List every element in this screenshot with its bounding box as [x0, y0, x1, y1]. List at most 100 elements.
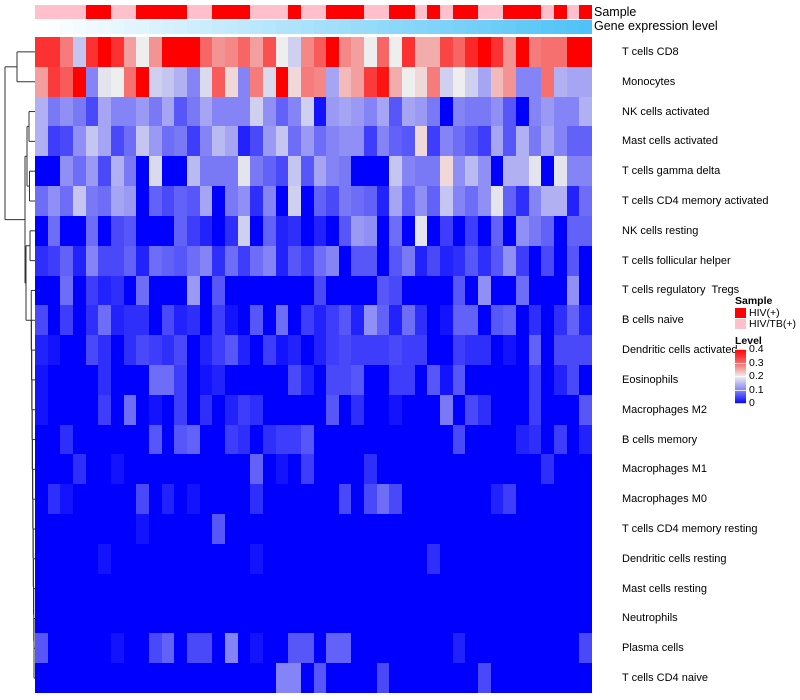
- heatmap-cell: [47, 96, 61, 127]
- heatmap-cell: [199, 66, 213, 98]
- heatmap-cell: [364, 96, 378, 127]
- heatmap-cell: [300, 365, 314, 396]
- heatmap-cell: [300, 245, 314, 277]
- heatmap-cell: [85, 335, 99, 366]
- heatmap-cell: [313, 245, 327, 277]
- heatmap-cell: [123, 66, 137, 98]
- heatmap-cell: [224, 424, 239, 455]
- gene-expression-annotation-cell: [351, 20, 365, 34]
- heatmap-cell: [262, 96, 277, 127]
- heatmap-cell: [186, 66, 201, 98]
- heatmap-cell: [440, 603, 454, 634]
- heatmap-cell: [402, 394, 416, 426]
- heatmap-cell: [47, 37, 61, 68]
- heatmap-cell: [503, 543, 517, 575]
- heatmap-cell: [300, 424, 314, 455]
- heatmap-cell: [136, 126, 150, 157]
- heatmap-cell: [414, 305, 428, 336]
- heatmap-cell: [528, 66, 542, 98]
- heatmap-cell: [288, 305, 302, 336]
- heatmap-cell: [262, 156, 277, 187]
- heatmap-cell: [402, 245, 416, 277]
- sample-annotation-cell: [262, 5, 277, 19]
- heatmap-cell: [490, 66, 504, 98]
- heatmap-cell: [528, 245, 542, 277]
- heatmap-cell: [516, 543, 530, 575]
- heatmap-cell: [72, 37, 87, 68]
- heatmap-cell: [389, 37, 403, 68]
- heatmap-cell: [313, 186, 327, 217]
- sample-annotation-cell: [376, 5, 390, 19]
- heatmap-cell: [338, 156, 352, 187]
- heatmap-cell: [161, 275, 175, 306]
- gene-expression-annotation-cell: [541, 20, 555, 34]
- heatmap-cell: [186, 394, 201, 426]
- heatmap-cell: [313, 394, 327, 426]
- row-dendrogram: [4, 51, 35, 679]
- heatmap-cell: [72, 573, 87, 605]
- heatmap-cell: [35, 484, 49, 515]
- heatmap-cell: [224, 543, 239, 575]
- heatmap-cell: [465, 543, 479, 575]
- heatmap-cell: [554, 156, 568, 187]
- heatmap-cell: [262, 603, 277, 634]
- heatmap-cell: [186, 514, 201, 545]
- heatmap-cell: [554, 454, 568, 485]
- gene-expression-annotation-cell: [376, 20, 390, 34]
- heatmap-cell: [60, 156, 74, 187]
- heatmap-cell: [186, 245, 201, 277]
- heatmap-cell: [528, 156, 542, 187]
- heatmap-cell: [389, 454, 403, 485]
- heatmap-cell: [288, 215, 302, 247]
- sample-annotation-cell: [136, 5, 150, 19]
- heatmap-cell: [123, 37, 137, 68]
- heatmap-cell: [250, 514, 264, 545]
- heatmap-cell: [237, 126, 251, 157]
- heatmap-cell: [528, 305, 542, 336]
- sample-annotation-cell: [250, 5, 264, 19]
- heatmap-cell: [136, 245, 150, 277]
- heatmap-cell: [579, 424, 593, 455]
- heatmap-cell: [338, 305, 352, 336]
- heatmap-cell: [237, 305, 251, 336]
- heatmap-cell: [237, 424, 251, 455]
- legend-sample-title: Sample: [735, 295, 773, 307]
- heatmap-cell: [490, 335, 504, 366]
- heatmap-cell: [186, 215, 201, 247]
- heatmap-cell: [541, 663, 555, 694]
- heatmap-cell: [566, 305, 580, 336]
- heatmap-cell: [503, 633, 517, 664]
- heatmap-cell: [313, 96, 327, 127]
- heatmap-cell: [110, 156, 125, 187]
- heatmap-cell: [35, 156, 49, 187]
- gene-expression-annotation-cell: [262, 20, 277, 34]
- heatmap-cell: [516, 335, 530, 366]
- heatmap-cell: [440, 484, 454, 515]
- heatmap-cell: [275, 365, 289, 396]
- row-label: Plasma cells: [622, 642, 684, 655]
- heatmap-cell: [364, 365, 378, 396]
- heatmap-cell: [376, 96, 390, 127]
- heatmap-cell: [503, 215, 517, 247]
- heatmap-cell: [161, 633, 175, 664]
- heatmap-cell: [541, 394, 555, 426]
- gene-expression-annotation-cell: [136, 20, 150, 34]
- sample-annotation-cell: [85, 5, 99, 19]
- gene-expression-annotation-cell: [326, 20, 340, 34]
- heatmap-cell: [275, 484, 289, 515]
- heatmap-cell: [47, 663, 61, 694]
- heatmap-cell: [300, 156, 314, 187]
- heatmap-cell: [212, 633, 226, 664]
- heatmap-cell: [478, 603, 492, 634]
- heatmap-cell: [351, 454, 365, 485]
- heatmap-cell: [554, 424, 568, 455]
- heatmap-cell: [110, 305, 125, 336]
- heatmap-cell: [351, 603, 365, 634]
- heatmap-cell: [528, 663, 542, 694]
- heatmap-cell: [136, 156, 150, 187]
- heatmap-cell: [414, 484, 428, 515]
- heatmap-cell: [579, 126, 593, 157]
- heatmap-cell: [503, 514, 517, 545]
- heatmap-cell: [275, 633, 289, 664]
- heatmap-cell: [224, 66, 239, 98]
